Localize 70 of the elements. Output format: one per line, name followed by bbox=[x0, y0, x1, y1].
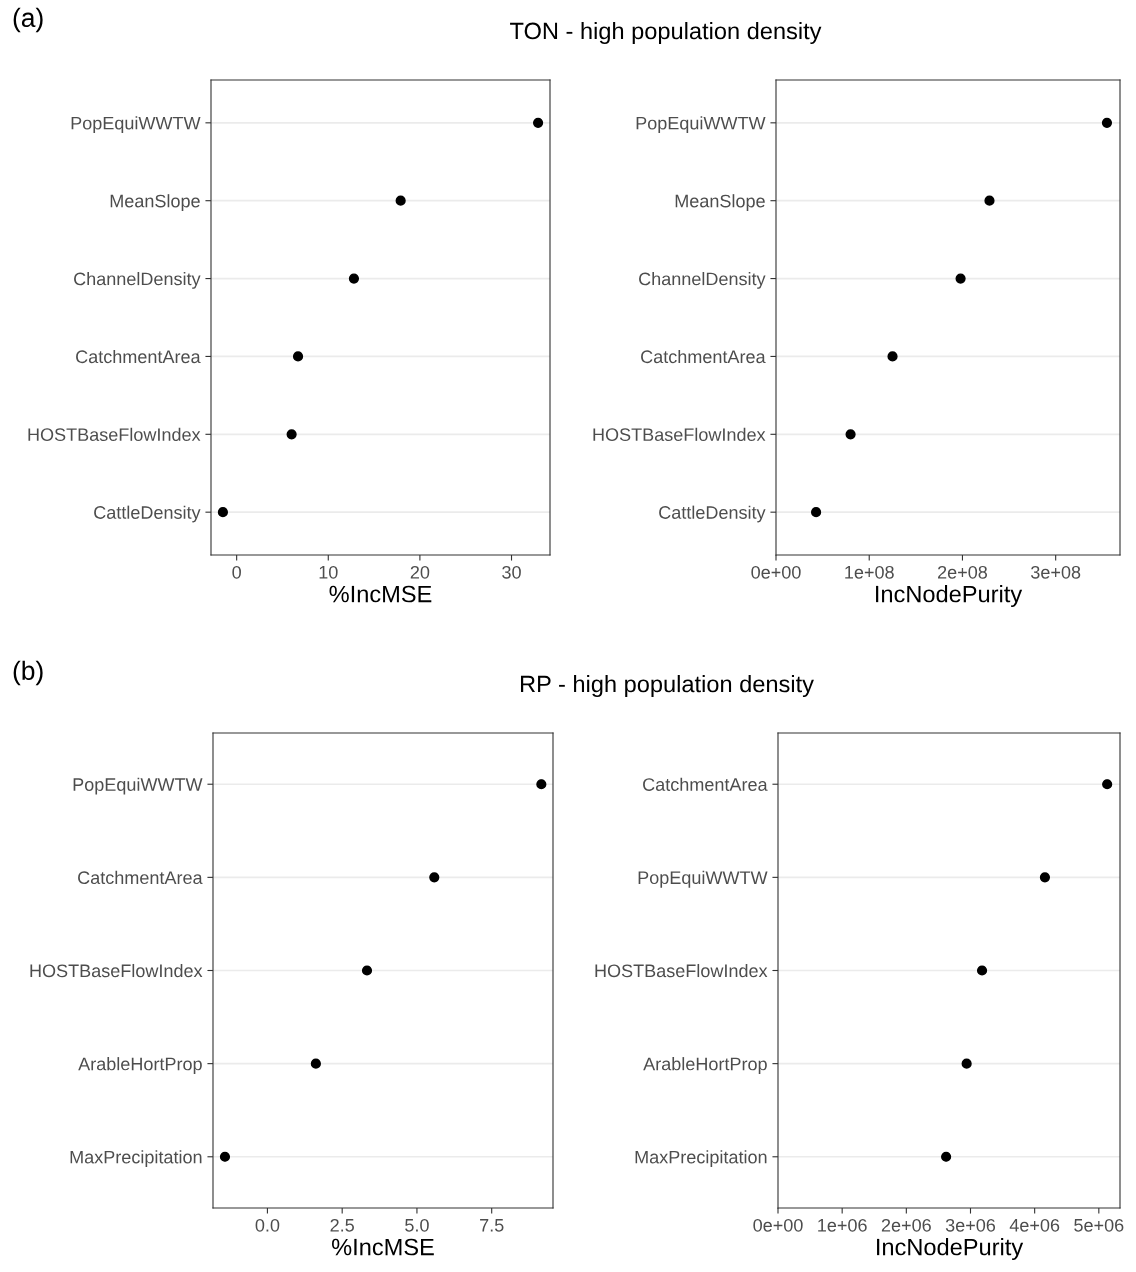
text: (b) bbox=[13, 660, 43, 686]
point bbox=[292, 351, 304, 362]
point bbox=[310, 1058, 321, 1069]
x-axis-title: %IncMSE bbox=[332, 1238, 434, 1256]
y-tick-label: PopEquiWWTW bbox=[71, 116, 201, 134]
x-axis-title: IncNodePurity bbox=[876, 585, 1023, 608]
text: TON - high population density bbox=[510, 22, 822, 44]
x-tick-label: 2e+06 bbox=[881, 1218, 931, 1232]
y-tick-label: MaxPrecipitation bbox=[70, 1150, 202, 1168]
x-tick-label: 3e+08 bbox=[1031, 565, 1081, 579]
x-tick-label: 4e+06 bbox=[1009, 1218, 1060, 1232]
y-tick-label: CatchmentArea bbox=[76, 349, 201, 364]
point bbox=[810, 507, 822, 518]
y-tick-label: MeanSlope bbox=[110, 194, 200, 211]
y-tick-label: CatchmentArea bbox=[641, 349, 766, 364]
point bbox=[941, 1151, 952, 1162]
point bbox=[961, 1058, 972, 1069]
x-tick-label: 7.5 bbox=[480, 1219, 504, 1232]
point bbox=[536, 779, 547, 790]
y-tick-label: CattleDensity bbox=[659, 505, 766, 523]
point bbox=[429, 872, 440, 883]
point bbox=[1102, 779, 1113, 790]
x-tick-label: 0e+00 bbox=[753, 1218, 803, 1232]
point bbox=[219, 1151, 231, 1162]
y-tick-label: MaxPrecipitation bbox=[635, 1150, 767, 1168]
y-tick-label: ChannelDensity bbox=[74, 272, 201, 289]
x-tick-label: 5.0 bbox=[405, 1218, 429, 1232]
y-tick-label: PopEquiWWTW bbox=[638, 870, 768, 888]
x-tick-label: 3e+06 bbox=[945, 1218, 996, 1232]
y-tick-label: MeanSlope bbox=[675, 194, 765, 211]
point bbox=[286, 429, 297, 440]
y-tick-label: HOSTBaseFlowIndex bbox=[30, 963, 203, 978]
point bbox=[361, 965, 373, 976]
x-axis-title: %IncMSE bbox=[329, 585, 432, 603]
x-tick-label: 2.5 bbox=[330, 1218, 354, 1232]
x-tick-label: 30 bbox=[502, 565, 521, 579]
point bbox=[1101, 117, 1113, 128]
y-tick-label: PopEquiWWTW bbox=[73, 777, 203, 795]
y-tick-label: CatchmentArea bbox=[78, 870, 203, 885]
y-tick-label: ChannelDensity bbox=[639, 272, 766, 289]
y-tick-label: ArableHortProp bbox=[643, 1057, 767, 1074]
x-tick-label: 0.0 bbox=[255, 1218, 280, 1232]
point bbox=[976, 965, 988, 976]
x-tick-label: 0e+00 bbox=[751, 565, 801, 579]
point bbox=[1039, 872, 1051, 883]
y-tick-label: HOSTBaseFlowIndex bbox=[593, 427, 766, 442]
x-tick-label: 5e+06 bbox=[1074, 1218, 1124, 1232]
x-tick-label: 1e+06 bbox=[818, 1218, 867, 1232]
x-tick-label: 1e+08 bbox=[845, 565, 894, 579]
point bbox=[348, 273, 360, 284]
x-axis-title: IncNodePurity bbox=[877, 1238, 1024, 1261]
x-tick-label: 2e+08 bbox=[938, 565, 988, 579]
y-tick-label: PopEquiWWTW bbox=[636, 116, 766, 134]
point bbox=[887, 351, 898, 362]
point bbox=[395, 195, 406, 206]
point bbox=[845, 429, 856, 440]
x-tick-label: 0 bbox=[232, 565, 241, 579]
y-tick-label: CattleDensity bbox=[94, 505, 201, 523]
y-tick-label: CatchmentArea bbox=[643, 777, 768, 791]
point bbox=[955, 273, 966, 284]
text: (a) bbox=[13, 7, 43, 33]
point bbox=[533, 117, 544, 128]
y-tick-label: HOSTBaseFlowIndex bbox=[28, 427, 201, 442]
y-tick-label: ArableHortProp bbox=[78, 1057, 202, 1074]
point bbox=[217, 507, 228, 518]
text: RP - high population density bbox=[520, 674, 814, 698]
x-tick-label: 10 bbox=[319, 565, 338, 579]
y-tick-label: HOSTBaseFlowIndex bbox=[595, 963, 768, 978]
x-tick-label: 20 bbox=[410, 565, 430, 579]
point bbox=[984, 195, 995, 206]
